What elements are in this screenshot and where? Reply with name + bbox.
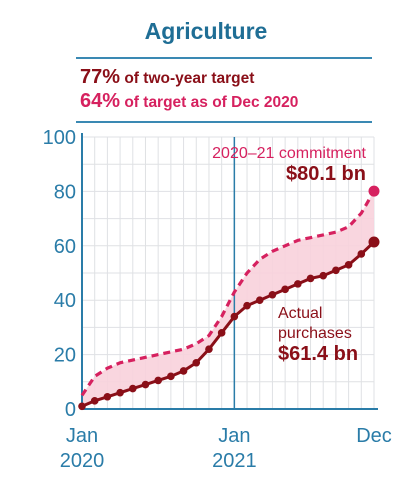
actual-purchases-point (319, 271, 328, 280)
actual-purchases-point (192, 358, 201, 367)
actual-purchases-point (306, 274, 315, 283)
commitment-label: 2020–21 commitment (212, 145, 366, 162)
actual-purchases-point (141, 380, 150, 389)
actual-purchases-point (154, 376, 162, 385)
actual-purchases-point (368, 236, 380, 248)
x-tick-label-year: 2021 (212, 450, 257, 472)
x-tick-label: Dec (356, 425, 392, 447)
commitment-value-label: $80.1 bn (286, 163, 366, 185)
actual-purchases-point (344, 261, 353, 269)
actual-purchases-point (255, 296, 264, 305)
y-tick-label: 100 (43, 127, 76, 149)
actual-purchases-label-line1: Actual (278, 305, 322, 322)
chart-title: Agriculture (144, 18, 268, 44)
actual-purchases-point (281, 285, 289, 294)
commitment-series-line (80, 190, 376, 397)
actual-purchases-point (128, 384, 137, 393)
y-tick-label: 60 (54, 236, 76, 258)
actual-purchases-point (268, 290, 277, 299)
x-tick-label: Jan (66, 425, 98, 447)
actual-purchases-point (116, 388, 124, 397)
actual-purchases-point (332, 266, 340, 275)
actual-purchases-label-line2: purchases (278, 325, 352, 342)
actual-purchases-point (243, 301, 251, 310)
actual-purchases-point (103, 392, 112, 401)
stat-two-year-target: 77% of two-year target (80, 66, 254, 89)
stats-rule (76, 121, 372, 123)
actual-purchases-point (357, 250, 366, 258)
actual-purchases-point (90, 397, 99, 405)
commitment-gap-area (82, 191, 374, 407)
actual-purchases-point (205, 345, 213, 353)
x-tick-label: Jan (218, 425, 250, 447)
stat-dec-2020-text: of target as of Dec 2020 (124, 94, 299, 111)
actual-purchases-point (217, 329, 226, 337)
actual-purchases-point (179, 367, 188, 375)
title-rule (76, 57, 372, 59)
actual-purchases-point (294, 280, 302, 288)
x-tick-label-year: 2020 (60, 450, 105, 472)
actual-purchases-point (167, 372, 175, 381)
y-tick-label: 80 (54, 181, 76, 203)
y-tick-label: 20 (54, 345, 76, 367)
actual-purchases-point (230, 312, 239, 321)
stat-two-year-value: 77% (80, 66, 121, 88)
actual-purchases-point (78, 402, 86, 411)
y-tick-label: 40 (54, 290, 76, 312)
actual-purchases-value-label: $61.4 bn (278, 343, 358, 365)
commitment-end-point (368, 185, 380, 197)
stat-two-year-text: of two-year target (124, 70, 255, 87)
stat-dec-2020-target: 64% of target as of Dec 2020 (80, 90, 298, 113)
y-tick-label: 0 (65, 399, 76, 421)
stat-dec-2020-value: 64% (80, 90, 121, 112)
